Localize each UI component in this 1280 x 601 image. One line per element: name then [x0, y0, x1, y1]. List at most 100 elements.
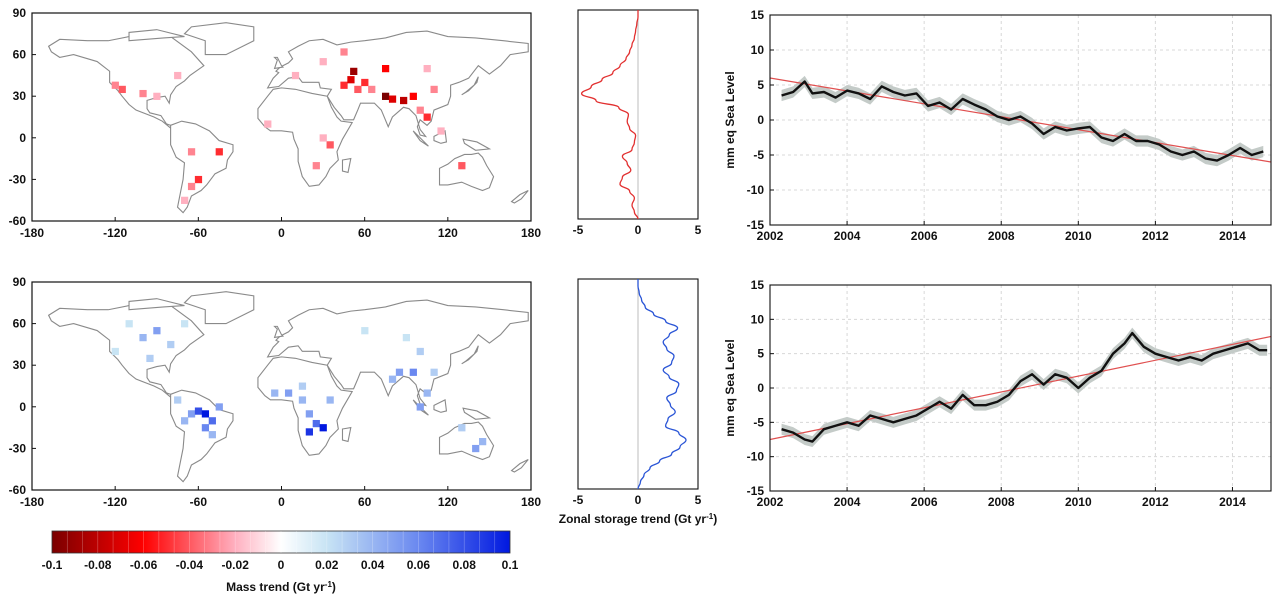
sea-level-loss-y-tick-label: 5 — [757, 78, 764, 92]
map-gain-cell — [201, 424, 210, 432]
x-axis-label-end: ) — [713, 512, 717, 526]
map-loss-lon-tick-label: -120 — [103, 226, 127, 240]
map-loss-cell — [187, 148, 196, 156]
map-loss-cell — [174, 71, 182, 80]
map-loss-cell — [388, 95, 397, 103]
map-gain-cell — [361, 327, 369, 335]
map-loss-cell — [319, 134, 327, 142]
x-axis-label-main: Zonal storage trend (Gt yr — [559, 512, 707, 526]
map-loss-cell — [409, 92, 417, 100]
sea-level-gain-x-tick-label: 2008 — [988, 495, 1015, 509]
map-loss-cell — [354, 85, 362, 94]
map-gain-cell — [167, 340, 175, 349]
map-gain-lon-tick-label: 180 — [521, 495, 541, 509]
zonal-gain-x-tick-label: -5 — [573, 493, 584, 507]
colorbar-label-end: ) — [332, 580, 336, 594]
sea-level-loss-x-tick-label: 2002 — [757, 229, 784, 243]
map-loss-cell — [416, 106, 424, 114]
sea-level-loss-y-tick-label: 15 — [751, 8, 765, 22]
colorbar-label: Mass trend (Gt yr-1) — [226, 580, 336, 595]
map-gain-cell — [402, 334, 411, 342]
map-loss-cell — [153, 92, 161, 100]
map-gain-cell — [125, 320, 133, 328]
map-loss-lon-tick-label: 60 — [358, 226, 372, 240]
colorbar-tick-label: -0.06 — [130, 558, 158, 572]
map-gain-lon-tick-label: -120 — [103, 495, 127, 509]
zonal-gain-x-tick-label: 5 — [695, 493, 702, 507]
colorbar-tick-label: -0.08 — [84, 558, 112, 572]
map-gain-cell — [271, 389, 279, 397]
map-loss-cell — [458, 162, 466, 170]
sea-level-gain-x-tick-label: 2012 — [1142, 495, 1169, 509]
sea-level-loss-chart: 2002 2004 2006 2008 2010 2012 2014 15 10 5 0 -5 -10 -… — [723, 8, 1272, 243]
map-loss-cell — [350, 67, 358, 76]
map-gain-cell — [326, 396, 334, 404]
map-loss-cell — [291, 71, 300, 80]
sea-level-gain-y-axis-label: mm eq Sea Level — [723, 339, 737, 436]
map-gain-cell — [409, 368, 417, 376]
map-gain-cell — [472, 444, 480, 453]
sea-level-loss-y-tick-label: 0 — [757, 113, 764, 127]
sea-level-gain-y-tick-label: 10 — [751, 312, 765, 326]
zonal-loss-x-tick-label: 0 — [635, 223, 642, 237]
map-loss-cell — [400, 96, 408, 105]
x-axis-label-exponent: -1 — [706, 512, 714, 521]
colorbar: -0.1 -0.08 -0.06 -0.04 -0.02 0 0.02 0.04 0.06 0.0… — [42, 530, 519, 595]
zonal-gain-profile-line — [637, 279, 687, 490]
map-loss-lon-tick-label: -60 — [190, 226, 208, 240]
map-gain-cell — [430, 368, 438, 376]
zonal-gain-x-axis-label: Zonal storage trend (Gt yr-1) — [559, 512, 717, 527]
colorbar-gradient — [51, 530, 511, 554]
colorbar-tick-label: 0.02 — [315, 558, 339, 572]
map-loss-plot-area — [32, 13, 531, 221]
map-loss-lat-tick-label: 30 — [13, 89, 27, 103]
sea-level-gain-x-tick-label: 2006 — [911, 495, 938, 509]
map-gain-lat-tick-label: 60 — [13, 317, 27, 331]
sea-level-loss-x-tick-label: 2010 — [1065, 229, 1092, 243]
map-loss: -180 -120 -60 0 60 120 180 90 60 30 0 -30 -60 — [9, 6, 542, 240]
sea-level-gain-uncertainty-band — [781, 327, 1268, 448]
map-gain-cell — [208, 431, 216, 439]
map-gain-cell — [319, 424, 327, 432]
sea-level-loss-y-tick-label: 10 — [751, 43, 765, 57]
map-loss-lat-tick-label: -60 — [9, 214, 27, 228]
sea-level-gain-x-tick-label: 2004 — [834, 495, 861, 509]
map-loss-cell — [139, 89, 147, 98]
sea-level-gain-chart: 2002 2004 2006 2008 2010 2012 2014 15 10 5 0 -5 -10 -… — [723, 278, 1272, 509]
map-loss-cell — [111, 81, 119, 89]
sea-level-loss-series-line — [781, 80, 1264, 162]
map-gain-cell — [458, 424, 466, 432]
map-gain-lat-tick-label: 90 — [13, 275, 27, 289]
sea-level-loss-x-tick-label: 2008 — [988, 229, 1015, 243]
zonal-gain-chart: -5 0 5 Zonal storage trend (Gt yr-1) — [559, 278, 717, 527]
sea-level-gain-y-tick-label: 15 — [751, 278, 765, 292]
zonal-gain-x-tick-label: 0 — [635, 493, 642, 507]
map-gain-lon-tick-label: -180 — [20, 495, 44, 509]
sea-level-loss-uncertainty-band — [781, 75, 1264, 167]
map-gain-cell — [305, 410, 313, 418]
map-loss-lat-tick-label: 60 — [13, 48, 27, 62]
map-loss-lon-tick-label: 0 — [278, 226, 285, 240]
map-loss-cell — [340, 48, 348, 56]
map-loss-cell — [319, 58, 327, 66]
sea-level-loss-y-axis-label: mm eq Sea Level — [723, 71, 737, 168]
map-loss-lat-tick-label: -30 — [9, 172, 27, 186]
map-loss-lon-tick-label: 180 — [521, 226, 541, 240]
map-loss-cell — [326, 141, 334, 149]
map-gain-cell — [215, 403, 223, 411]
map-gain-cell — [139, 334, 147, 342]
map-gain-lat-tick-label: -30 — [9, 441, 27, 455]
map-gain-lon-tick-label: 0 — [278, 495, 285, 509]
map-loss-lon-tick-label: 120 — [438, 226, 458, 240]
map-gain-cell — [298, 382, 307, 390]
map-gain-cell — [153, 327, 161, 335]
sea-level-gain-y-tick-label: 0 — [757, 381, 764, 395]
colorbar-tick-label: -0.1 — [42, 558, 63, 572]
map-gain-cell — [194, 407, 203, 415]
map-gain-cell — [284, 389, 293, 397]
sea-level-loss-x-tick-label: 2004 — [834, 229, 861, 243]
sea-level-gain-y-tick-label: -10 — [747, 450, 765, 464]
map-gain-cell — [181, 320, 189, 328]
zonal-loss-x-tick-label: -5 — [573, 223, 584, 237]
